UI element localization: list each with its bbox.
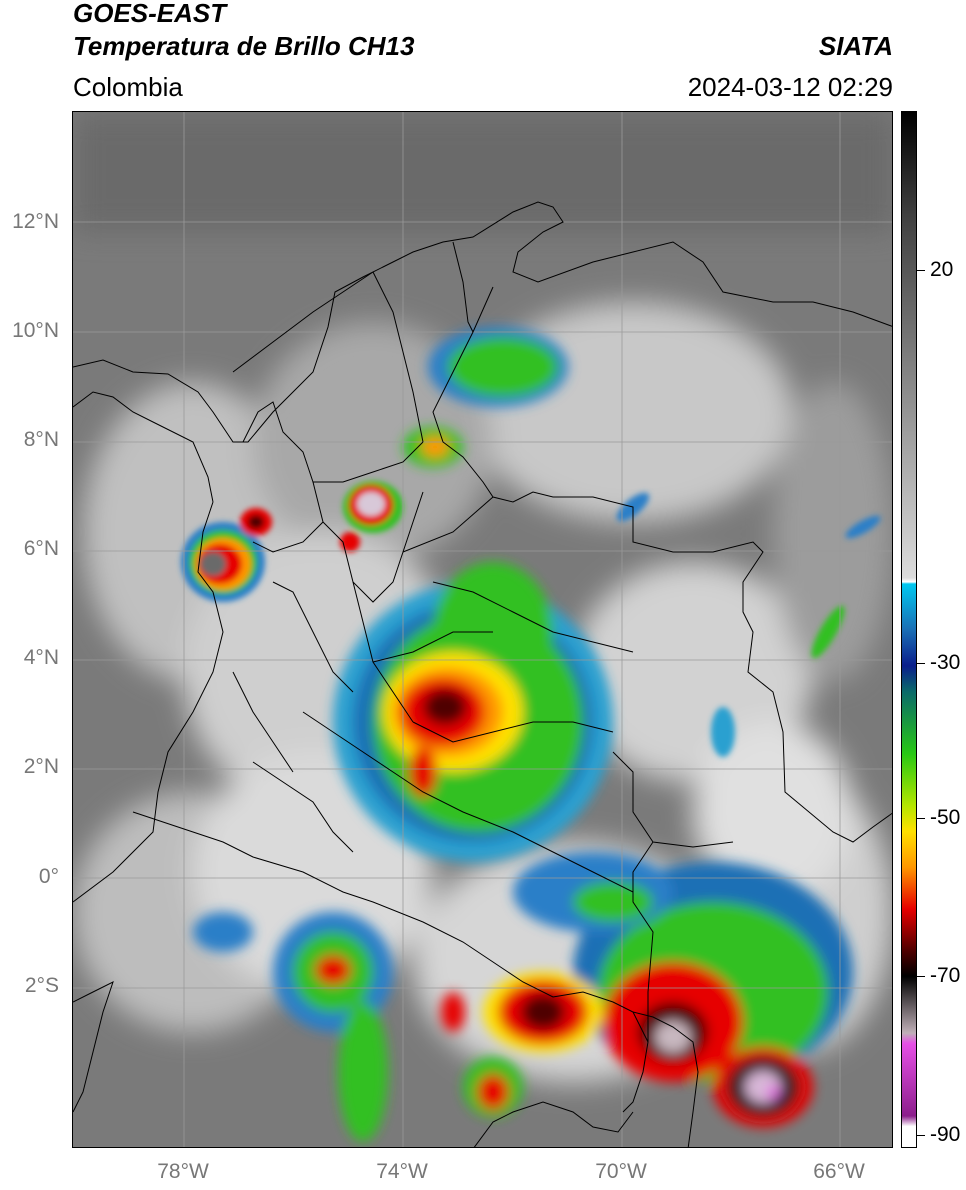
lat-label-12n: 12°N <box>12 210 59 233</box>
lon-label-70w: 70°W <box>595 1160 647 1183</box>
boundaries <box>73 201 892 1147</box>
lat-label-0: 0° <box>38 865 59 888</box>
colorbar-tick-minus90 <box>917 1135 925 1136</box>
title-product: Temperatura de Brillo CH13 <box>73 31 415 61</box>
lon-label-66w: 66°W <box>813 1160 865 1183</box>
lat-label-8n: 8°N <box>23 428 59 451</box>
colorbar-label-minus50: -50 <box>930 806 961 829</box>
lat-label-2s: 2°S <box>24 974 59 997</box>
graticule <box>73 112 892 1147</box>
satellite-map[interactable] <box>72 111 893 1148</box>
colorbar-label-minus30: -30 <box>930 651 961 674</box>
colorbar-tick-minus70 <box>917 976 925 977</box>
colorbar-label-minus70: -70 <box>930 964 961 987</box>
colorbar-tick-minus50 <box>917 818 925 819</box>
lon-label-78w: 78°W <box>157 1160 209 1183</box>
title-satellite: GOES-EAST <box>73 0 227 28</box>
colorbar-tick-minus30 <box>917 663 925 664</box>
lon-label-74w: 74°W <box>376 1160 428 1183</box>
organization-label: SIATA <box>818 31 893 61</box>
region-label: Colombia <box>73 72 183 102</box>
colorbar <box>901 111 917 1148</box>
datetime-label: 2024-03-12 02:29 <box>687 72 893 102</box>
lat-label-6n: 6°N <box>23 537 59 560</box>
colorbar-label-20: 20 <box>930 258 954 281</box>
lat-label-2n: 2°N <box>23 755 59 778</box>
colorbar-label-minus90: -90 <box>930 1123 961 1146</box>
lat-label-4n: 4°N <box>23 646 59 669</box>
colorbar-tick-20 <box>917 270 925 271</box>
lat-label-10n: 10°N <box>12 319 59 342</box>
